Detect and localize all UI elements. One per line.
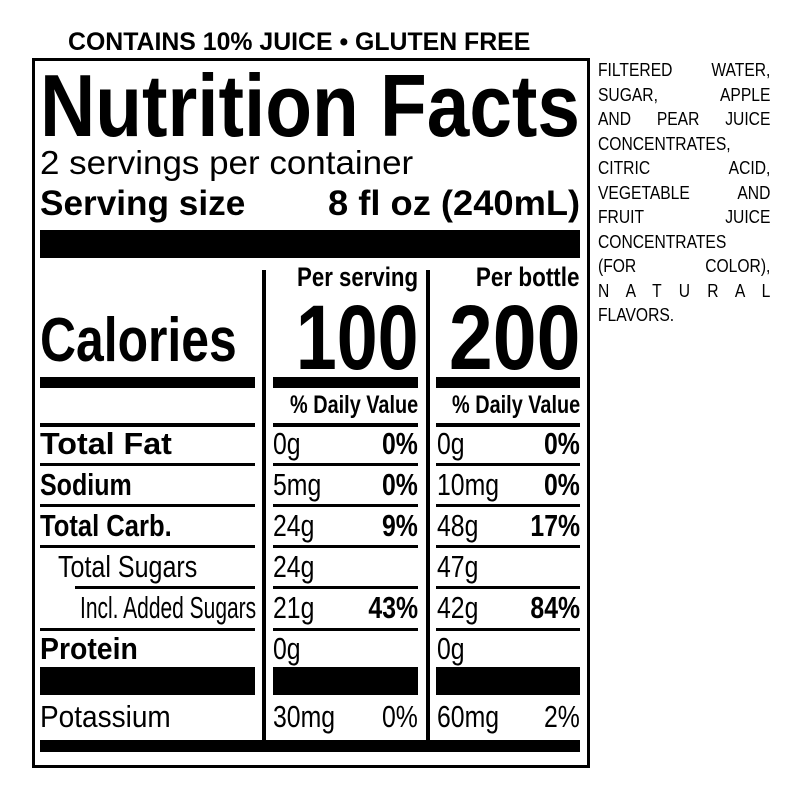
thick-divider-vitamins <box>436 667 580 695</box>
amount-per-bottle: 0g <box>437 631 465 666</box>
ingredients-list: FILTERED WATER, SUGAR, APPLE AND PEAR JU… <box>598 58 770 328</box>
ingredients-line: N A T U R A L <box>598 279 771 301</box>
nutrient-name: Total Fat <box>40 426 172 461</box>
amount-per-serving: 24g <box>273 549 315 584</box>
ingredients-line: FRUIT JUICE <box>598 206 771 227</box>
amount-per-serving: 21g <box>273 590 315 625</box>
rule <box>75 586 255 589</box>
amount-per-serving: 0g <box>273 426 301 461</box>
nutrition-facts-panel <box>32 58 590 768</box>
servings-per-container: 2 servings per container <box>40 144 414 181</box>
ingredients-line: SUGAR, APPLE <box>598 83 771 105</box>
dv-per-bottle: 0% <box>544 467 580 502</box>
column-divider-2 <box>426 270 430 745</box>
nutrient-name: Total Carb. <box>40 508 172 543</box>
dv-per-serving: 0% <box>382 426 418 461</box>
column-divider-1 <box>262 270 266 745</box>
amount-per-bottle: 47g <box>437 549 479 584</box>
nutrient-name: Incl. Added Sugars <box>80 590 257 625</box>
amount-per-serving: 0g <box>273 631 301 666</box>
nutrient-name: Sodium <box>40 467 132 502</box>
dv-per-bottle: 17% <box>530 508 580 543</box>
rule <box>436 628 580 631</box>
thick-divider-bottom <box>40 740 580 752</box>
rule <box>273 586 418 589</box>
dv-per-serving: 0% <box>382 467 418 502</box>
ingredients-line: CONCENTRATES, <box>598 132 731 154</box>
product-claims: CONTAINS 10% JUICE • GLUTEN FREE <box>68 28 531 56</box>
ingredients-line: FILTERED WATER, <box>598 59 771 80</box>
thick-divider-vitamins <box>40 667 255 695</box>
calories-label: Calories <box>40 306 237 375</box>
daily-value-header-bottle: % Daily Value <box>451 391 580 419</box>
nutrient-name: Total Sugars <box>58 549 198 584</box>
nutrient-name: Potassium <box>40 699 171 734</box>
amount-per-bottle: 0g <box>437 426 465 461</box>
rule <box>436 545 580 548</box>
thick-divider-top <box>40 230 580 258</box>
amount-per-serving: 30mg <box>273 699 336 734</box>
daily-value-header-serving: % Daily Value <box>289 391 418 419</box>
rule <box>436 423 580 427</box>
rule <box>40 423 255 427</box>
ingredients-line: CITRIC ACID, <box>598 157 771 178</box>
rule <box>273 504 418 507</box>
calories-per-serving: 100 <box>295 287 418 389</box>
nutrient-name: Protein <box>40 631 138 666</box>
amount-per-serving: 24g <box>273 508 315 543</box>
serving-size-value: 8 fl oz (240mL) <box>327 184 580 223</box>
per-bottle-header: Per bottle <box>476 262 580 292</box>
nutrition-facts-title: Nutrition Facts <box>40 56 580 155</box>
calories-bar-1 <box>40 377 255 388</box>
amount-per-bottle: 42g <box>437 590 479 625</box>
dv-per-bottle: 0% <box>544 426 580 461</box>
ingredients-line: CONCENTRATES <box>598 230 727 252</box>
serving-size-label: Serving size <box>40 184 246 223</box>
rule <box>273 628 418 631</box>
rule <box>40 628 255 631</box>
amount-per-bottle: 60mg <box>437 699 500 734</box>
rule <box>436 586 580 589</box>
ingredients-line: AND PEAR JUICE <box>598 108 771 129</box>
amount-per-serving: 5mg <box>273 467 322 502</box>
dv-per-serving: 9% <box>382 508 418 543</box>
rule <box>273 463 418 466</box>
rule <box>40 504 255 507</box>
ingredients-line: FLAVORS. <box>598 304 675 325</box>
calories-bar-3 <box>436 377 580 388</box>
dv-per-serving: 0% <box>382 699 418 734</box>
ingredients-line: (FOR COLOR), <box>598 255 771 276</box>
dv-per-bottle: 84% <box>530 590 580 625</box>
calories-bar-2 <box>273 377 418 388</box>
amount-per-bottle: 48g <box>437 508 479 543</box>
rule <box>273 545 418 548</box>
per-serving-header: Per serving <box>296 262 418 292</box>
dv-per-bottle: 2% <box>544 699 580 734</box>
rule <box>40 463 255 466</box>
rule <box>436 504 580 507</box>
dv-per-serving: 43% <box>368 590 418 625</box>
rule <box>273 423 418 427</box>
ingredients-line: VEGETABLE AND <box>598 181 771 203</box>
rule <box>436 463 580 466</box>
calories-per-bottle: 200 <box>448 287 580 389</box>
thick-divider-vitamins <box>273 667 418 695</box>
amount-per-bottle: 10mg <box>437 467 500 502</box>
rule <box>40 545 255 548</box>
